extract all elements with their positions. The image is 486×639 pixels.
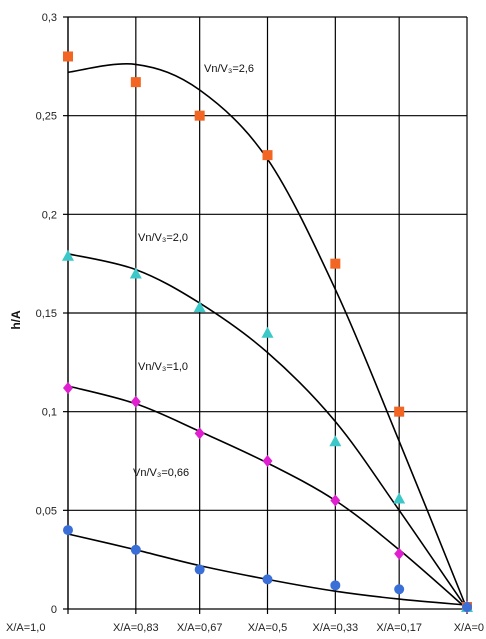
y-tick-label-5: 0,25 [36, 111, 57, 123]
point-s0-5 [394, 406, 405, 417]
point-s2-0 [63, 381, 73, 394]
point-s2-4 [330, 494, 341, 507]
x-tick-label-2: X/A=0,67 [177, 622, 223, 634]
x-tick-label-5: X/A=0,17 [376, 622, 422, 634]
x-tick-label-0: X/A=1,0 [6, 622, 45, 634]
y-tick-label-1: 0,05 [36, 505, 57, 517]
point-s3-3 [262, 574, 273, 585]
point-s1-5 [393, 492, 406, 504]
grid [67, 16, 468, 609]
point-s3-2 [194, 564, 205, 575]
point-s1-0 [62, 249, 74, 261]
series-label-3: Vn/V₃=0,66 [133, 467, 189, 479]
point-s0-3 [262, 150, 273, 161]
x-tick-label-3: X/A=0,5 [248, 622, 287, 634]
point-s3-0 [63, 525, 73, 536]
point-s0-1 [130, 77, 141, 88]
y-tick-label-0: 0 [51, 604, 57, 616]
point-s0-0 [63, 51, 73, 62]
y-tick-label-3: 0,15 [36, 308, 57, 320]
point-s3-4 [330, 580, 341, 591]
point-s0-2 [194, 110, 205, 121]
y-tick-label-2: 0,1 [42, 407, 57, 419]
x-tick-label-6: X/A=0 [454, 622, 484, 634]
point-s2-2 [194, 427, 205, 440]
point-s2-5 [394, 547, 405, 560]
point-s2-1 [130, 395, 141, 408]
axes: 0 0,05 0,1 0,15 0,2 0,25 0,3 X/A=1,0 X/A=0,83 X/A… [6, 12, 484, 634]
point-s3-6 [462, 602, 472, 613]
point-s1-2 [193, 301, 206, 313]
data-points [62, 51, 473, 614]
series-label-0: Vn/V₃=2,6 [204, 63, 254, 75]
labels: Vn/V₃=2,6 Vn/V₃=2,0 Vn/V₃=1,0 Vn/V₃=0,66 [133, 63, 254, 479]
point-s3-1 [130, 544, 141, 555]
x-tick-label-4: X/A=0,33 [313, 622, 359, 634]
x-tick-label-1: X/A=0,83 [113, 622, 159, 634]
point-s1-1 [129, 267, 142, 279]
fit-curve-0 [67, 63, 468, 610]
y-tick-label-6: 0,3 [42, 12, 57, 24]
point-s1-4 [329, 435, 342, 447]
point-s0-4 [330, 258, 341, 269]
y-tick-label-4: 0,2 [42, 209, 57, 221]
series-label-2: Vn/V₃=1,0 [138, 361, 188, 373]
point-s1-3 [261, 326, 274, 338]
y-axis-label: h/A [9, 310, 23, 330]
point-s2-3 [262, 455, 273, 467]
point-s3-5 [394, 584, 405, 595]
series-label-1: Vn/V₃=2,0 [138, 232, 188, 244]
